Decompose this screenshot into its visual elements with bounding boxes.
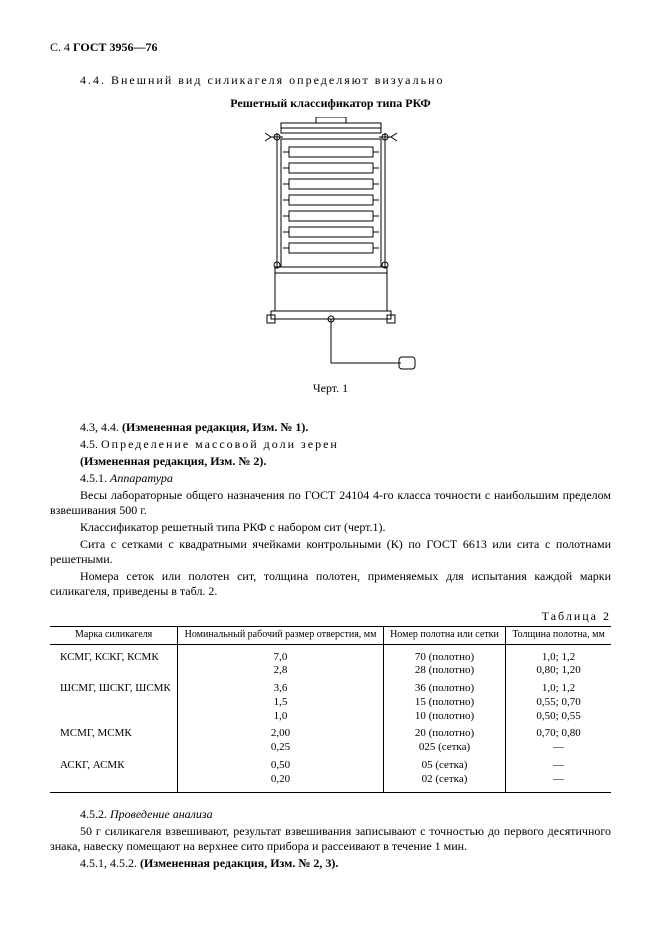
cell: 1,0; 1,20,55; 0,700,50; 0,55 <box>506 680 611 725</box>
a3-bold: (Измененная редакция, Изм. № 2, 3). <box>140 856 338 870</box>
p1-bold: (Измененная редакция, Изм. № 1). <box>122 420 308 434</box>
col-header-2: Номинальный рабочий размер отверстия, мм <box>178 627 384 645</box>
p-4-5-1-2-edit: 4.5.1, 4.5.2. (Измененная редакция, Изм.… <box>50 856 611 871</box>
cell: АСКГ, АСМК <box>50 757 178 793</box>
figure-rkf <box>221 117 441 377</box>
p-classifier: Классификатор решетный типа РКФ с наборо… <box>50 520 611 535</box>
table-row: КСМГ, КСКГ, КСМК 7,02,8 70 (полотно)28 (… <box>50 644 611 680</box>
p4-title: Аппаратура <box>110 471 173 485</box>
gost-number: ГОСТ 3956—76 <box>73 40 158 54</box>
p2-num: 4.5. <box>80 437 101 451</box>
table-2: Марка силикагеля Номинальный рабочий раз… <box>50 626 611 793</box>
p-sieves: Сита с сетками с квадратными ячейками ко… <box>50 537 611 567</box>
p-4-5-1: 4.5.1. Аппаратура <box>50 471 611 486</box>
cell: 05 (сетка)02 (сетка) <box>383 757 505 793</box>
p-table-intro: Номера сеток или полотен сит, толщина по… <box>50 569 611 599</box>
figure-title: Решетный классификатор типа РКФ <box>50 96 611 111</box>
cell: —— <box>506 757 611 793</box>
cell: 0,500,20 <box>178 757 384 793</box>
cell: 0,70; 0,80— <box>506 725 611 757</box>
cell: 20 (полотно)025 (сетка) <box>383 725 505 757</box>
cell: 1,0; 1,20,80; 1,20 <box>506 644 611 680</box>
table-header-row: Марка силикагеля Номинальный рабочий раз… <box>50 627 611 645</box>
table-row: МСМГ, МСМК 2,000,25 20 (полотно)025 (сет… <box>50 725 611 757</box>
col-header-4: Толщина полотна, мм <box>506 627 611 645</box>
p-scales: Весы лабораторные общего назначения по Г… <box>50 488 611 518</box>
section-4-4: 4.4. Внешний вид силикагеля определяют в… <box>80 73 611 88</box>
col-header-3: Номер полотна или сетки <box>383 627 505 645</box>
p-4-3-4-4: 4.3, 4.4. (Измененная редакция, Изм. № 1… <box>50 420 611 435</box>
cell: МСМГ, МСМК <box>50 725 178 757</box>
a1-title: Проведение анализа <box>110 807 213 821</box>
p-4-5-2: 4.5.2. Проведение анализа <box>50 807 611 822</box>
col-header-1: Марка силикагеля <box>50 627 178 645</box>
p4-num: 4.5.1. <box>80 471 110 485</box>
table-row: АСКГ, АСМК 0,500,20 05 (сетка)02 (сетка)… <box>50 757 611 793</box>
a3-num: 4.5.1, 4.5.2. <box>80 856 140 870</box>
p-4-5: 4.5. Определение массовой доли зерен <box>50 437 611 452</box>
table-row: ШСМГ, ШСКГ, ШСМК 3,61,51,0 36 (полотно)1… <box>50 680 611 725</box>
page-number: С. 4 <box>50 40 70 54</box>
p-4-5-edit: (Измененная редакция, Изм. № 2). <box>50 454 611 469</box>
page-header: С. 4 ГОСТ 3956—76 <box>50 40 611 55</box>
cell: 3,61,51,0 <box>178 680 384 725</box>
cell: ШСМГ, ШСКГ, ШСМК <box>50 680 178 725</box>
a1-num: 4.5.2. <box>80 807 110 821</box>
figure-caption: Черт. 1 <box>50 381 611 396</box>
table-label: Таблица 2 <box>50 609 611 624</box>
p1-plain: 4.3, 4.4. <box>80 420 122 434</box>
cell: 70 (полотно)28 (полотно) <box>383 644 505 680</box>
cell: 36 (полотно)15 (полотно)10 (полотно) <box>383 680 505 725</box>
cell: 7,02,8 <box>178 644 384 680</box>
p2-title: Определение массовой доли зерен <box>101 437 339 451</box>
p-analysis: 50 г силикагеля взвешивают, результат вз… <box>50 824 611 854</box>
cell: КСМГ, КСКГ, КСМК <box>50 644 178 680</box>
cell: 2,000,25 <box>178 725 384 757</box>
table-body: КСМГ, КСКГ, КСМК 7,02,8 70 (полотно)28 (… <box>50 644 611 793</box>
